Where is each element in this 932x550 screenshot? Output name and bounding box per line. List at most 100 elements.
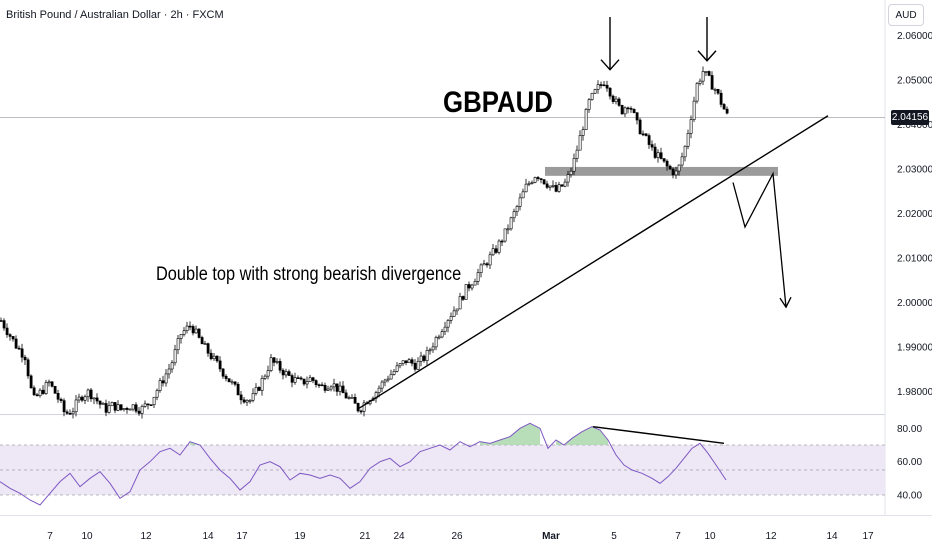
candle-body [5,327,9,335]
rsi-overbought-fill [480,423,540,445]
candle-body [614,98,618,102]
candle-body [626,107,630,110]
candle-body [578,135,582,151]
candle-body [656,152,660,158]
candle-body [644,133,648,136]
candle-body [29,375,33,389]
candle-body [674,170,678,176]
candle-body [539,178,543,180]
time-tick-label: 7 [675,531,681,542]
candle-body [554,185,558,192]
candle-body [182,330,186,335]
candle-body [47,381,51,384]
candle-body [245,400,249,403]
price-tick-label: 2.02000 [897,209,932,220]
candle-body [395,365,399,372]
candle-body [212,355,216,360]
candle-body [638,119,642,135]
candle-body [338,385,342,392]
candle-body [233,381,237,385]
candle-body [89,389,93,400]
candle-body [353,397,357,404]
rsi-tick-label: 60.00 [897,457,922,468]
candle-body [194,328,198,334]
candle-body [647,135,651,145]
candle-body [317,384,321,387]
candle-body [620,105,624,115]
candle-body [572,158,576,172]
candle-body [350,397,354,399]
candle-body [2,320,6,329]
symbol-header[interactable]: British Pound / Australian Dollar · 2h ·… [6,9,224,21]
currency-button[interactable]: AUD [888,4,924,26]
candle-body [482,263,486,266]
candle-body [416,360,420,370]
price-tick-label: 2.05000 [897,76,932,87]
candle-body [650,144,654,148]
time-tick-label: 24 [393,531,405,542]
candle-body [155,390,159,398]
candle-body [0,320,3,322]
candle-body [332,383,336,388]
candle-body [431,346,435,351]
candle-body [302,378,306,385]
candle-body [356,403,360,412]
candle-body [200,337,204,345]
candle-body [671,168,675,176]
rsi-line [0,422,727,506]
candle-body [218,360,222,370]
candle-body [128,408,132,411]
candle-body [518,197,522,207]
annotation-note: Double top with strong bearish divergenc… [156,264,462,285]
candle-body [716,89,720,94]
candle-body [74,399,78,413]
candle-body [383,379,387,383]
candle-body [119,404,123,410]
candle-body [221,368,225,377]
candle-body [485,263,489,266]
candle-body [377,387,381,393]
candle-body [251,392,255,401]
time-tick-label: 10 [704,531,716,542]
candle-body [635,112,639,121]
candle-body [254,387,258,394]
candle-body [719,92,723,105]
candle-body [413,362,417,370]
price-tick-label: 2.04000 [897,120,932,131]
candle-body [617,98,621,106]
candle-body [398,363,402,367]
candle-body [575,149,579,159]
candle-body [71,411,75,415]
candle-body [65,411,69,414]
candle-body [590,92,594,100]
candle-body [359,410,363,413]
candle-body [479,264,483,274]
candle-body [500,240,504,243]
price-tick-label: 2.06000 [897,31,932,42]
candle-body [689,119,693,134]
candle-body [248,399,252,402]
trend-line [356,115,829,411]
candle-body [677,164,681,172]
rsi-overbought-fill [556,426,608,445]
candle-body [665,160,669,167]
candle-body [323,384,327,391]
candle-body [455,308,459,312]
candle-body [410,359,414,364]
candle-body [695,83,699,102]
candle-body [362,402,366,412]
candle-body [545,183,549,188]
candle-body [704,71,708,73]
candle-body [263,375,267,379]
candle-body [98,400,102,405]
candle-body [143,403,147,407]
candle-body [161,380,165,384]
candle-body [152,396,156,406]
candle-body [185,325,189,331]
candle-body [131,404,135,410]
candle-body [392,370,396,375]
candle-body [92,397,96,400]
candle-body [422,355,426,361]
peak-arrowhead [600,59,620,71]
candle-body [335,383,339,392]
